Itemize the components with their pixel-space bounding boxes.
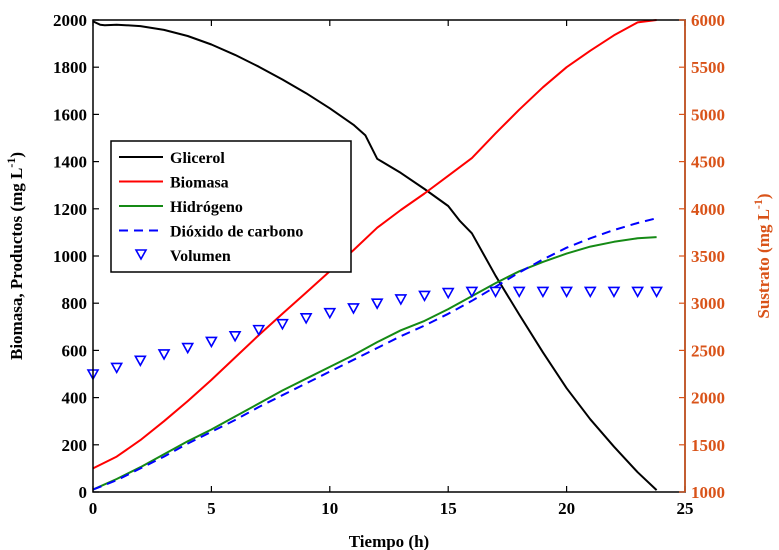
x-tick-label: 25 — [677, 499, 694, 518]
y-left-tick-label: 1400 — [53, 153, 87, 172]
y-right-tick-label: 2500 — [691, 341, 725, 360]
y-left-tick-label: 400 — [62, 389, 88, 408]
y-right-tick-label: 1500 — [691, 436, 725, 455]
y-axis-left-title-suffix: ) — [7, 152, 26, 158]
legend: Glicerol Biomasa Hidrógeno Dióxido de carbo… — [110, 140, 352, 273]
series-line-biomasa — [92, 19, 657, 470]
series-line-dioxido-de-carbono — [92, 217, 657, 491]
y-axis-right-title-sup: -1 — [751, 199, 765, 209]
series-point-volumen — [650, 286, 663, 299]
y-left-tick-label: 0 — [79, 483, 88, 502]
y-left-tick-label: 1000 — [53, 247, 87, 266]
series-point-volumen — [110, 362, 124, 375]
y-right-tick-label: 5500 — [691, 58, 725, 77]
series-point-volumen — [536, 286, 550, 299]
plot-lines — [86, 19, 663, 491]
series-point-volumen — [512, 286, 526, 299]
y-left-tick-label: 1600 — [53, 105, 87, 124]
series-point-volumen — [181, 342, 195, 355]
legend-label-glicerol: Glicerol — [170, 150, 225, 167]
series-point-volumen — [489, 286, 502, 299]
series-point-volumen — [323, 307, 337, 320]
series-point-volumen — [394, 294, 408, 306]
series-point-volumen — [465, 286, 479, 299]
y-right-tick-label: 5000 — [691, 105, 725, 124]
y-axis-right-title-suffix: ) — [754, 193, 773, 199]
legend-label-dioxido-de-carbono: Dióxido de carbono — [170, 224, 303, 241]
y-left-tick-label: 1800 — [53, 58, 87, 77]
y-left-tick-label: 200 — [62, 436, 88, 455]
series-point-volumen — [607, 286, 621, 299]
series-point-volumen — [299, 313, 313, 325]
y-left-tick-label: 600 — [62, 341, 88, 360]
y-right-tick-label: 4500 — [691, 153, 725, 172]
x-tick-label: 15 — [440, 499, 457, 518]
y-left-tick-label: 800 — [62, 294, 88, 313]
y-right-tick-label: 6000 — [691, 11, 725, 30]
y-right-tick-label: 2000 — [691, 389, 725, 408]
series-line-hidrogeno — [92, 236, 657, 491]
y-left-tick-label: 1200 — [53, 200, 87, 219]
series-point-volumen — [441, 287, 455, 300]
x-axis: 0 5 10 15 20 25 — [89, 20, 694, 518]
x-axis-title: Tiempo (h) — [349, 532, 429, 550]
y-right-tick-label: 1000 — [691, 483, 725, 502]
y-right-tick-label: 3000 — [691, 294, 725, 313]
series-point-volumen — [134, 355, 147, 367]
series-point-volumen — [228, 330, 242, 343]
y-axis-right-title-main: Sustrato (mg L — [754, 209, 773, 319]
series-point-volumen — [583, 286, 597, 299]
y-right-tick-label: 4000 — [691, 200, 725, 219]
series-point-volumen — [205, 336, 218, 349]
x-tick-label: 5 — [207, 499, 216, 518]
y-axis-right: 1000 1500 2000 2500 3000 3500 4000 4500 5000 5500… — [679, 11, 725, 502]
legend-label-volumen: Volumen — [170, 248, 231, 265]
series-point-volumen — [370, 298, 384, 310]
series-point-volumen — [560, 286, 573, 299]
series-point-volumen — [418, 290, 431, 303]
legend-label-hidrogeno: Hidrógeno — [170, 199, 243, 216]
legend-marker-volumen — [134, 249, 148, 261]
series-point-volumen — [631, 286, 644, 299]
series-line-glicerol — [92, 20, 658, 491]
y-axis-right-title: Sustrato (mg L-1) — [751, 193, 773, 318]
y-axis-left: 0 200 400 600 800 1000 1200 1400 1600 1800 2000 — [53, 11, 99, 502]
x-tick-label: 20 — [558, 499, 575, 518]
series-point-volumen — [276, 318, 289, 331]
y-right-tick-label: 3500 — [691, 247, 725, 266]
y-axis-left-title: Biomasa, Productos (mg L-1) — [4, 152, 26, 360]
x-tick-label: 10 — [321, 499, 338, 518]
y-axis-left-title-main: Biomasa, Productos (mg L — [7, 168, 26, 360]
series-point-volumen — [252, 324, 266, 337]
y-axis-left-title-sup: -1 — [4, 158, 18, 168]
y-left-tick-label: 2000 — [53, 11, 87, 30]
x-tick-label: 0 — [89, 499, 98, 518]
series-point-volumen — [157, 349, 171, 361]
legend-label-biomasa: Biomasa — [170, 175, 229, 192]
series-point-volumen — [347, 303, 360, 315]
